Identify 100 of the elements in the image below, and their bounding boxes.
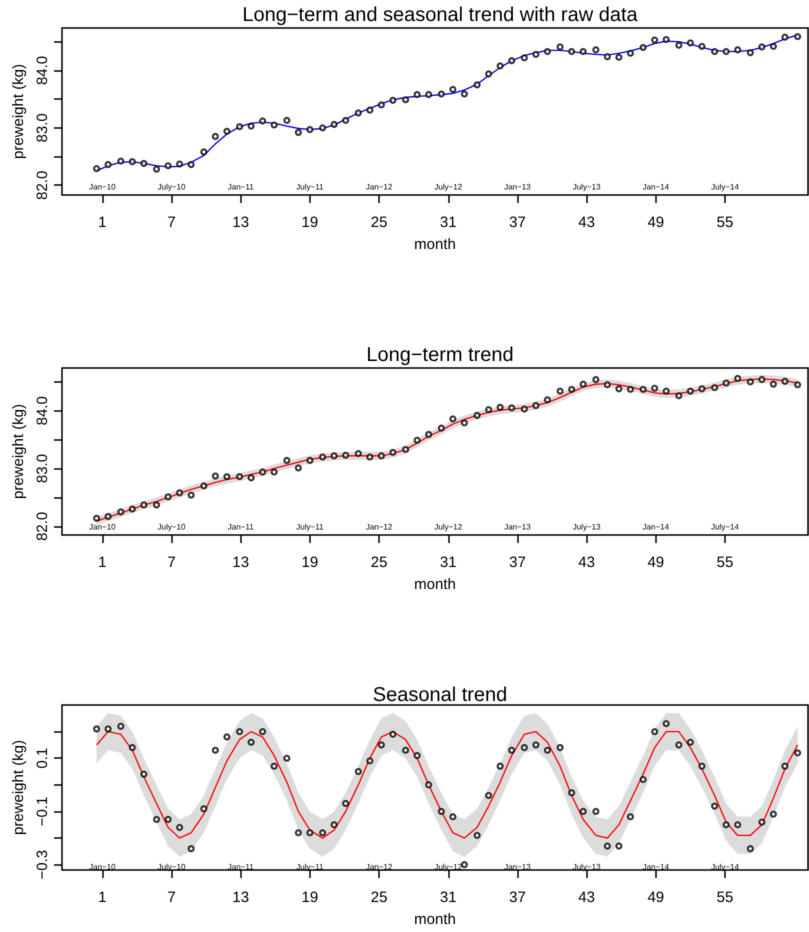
annotation: July−11 (296, 182, 324, 192)
point (698, 385, 706, 392)
annotation: Jan−13 (504, 862, 532, 872)
point (794, 33, 802, 40)
point (330, 120, 338, 128)
point (306, 829, 314, 836)
point (117, 158, 124, 165)
point (675, 741, 682, 748)
point (496, 62, 504, 70)
point (319, 829, 326, 836)
x-tick-label: 37 (509, 889, 526, 906)
point (366, 106, 374, 114)
point (556, 43, 564, 50)
x-tick-label: 13 (232, 889, 250, 906)
point (153, 816, 160, 823)
point (496, 404, 504, 411)
point (414, 91, 421, 98)
point (474, 412, 481, 419)
point (283, 116, 290, 124)
point (508, 404, 516, 412)
x-tick-label: 19 (302, 554, 318, 571)
point (104, 725, 112, 732)
point (758, 376, 766, 384)
point (686, 39, 694, 46)
point (236, 123, 244, 130)
x-tick-label: 13 (232, 554, 250, 571)
y-tick-label: 84.0 (34, 56, 51, 86)
point (128, 506, 136, 512)
point (140, 770, 148, 778)
point (449, 86, 456, 93)
annotation: Jan−11 (228, 182, 254, 192)
point (640, 44, 647, 52)
point (188, 845, 195, 852)
point (544, 48, 551, 56)
point (259, 117, 266, 124)
point (615, 54, 622, 61)
point (781, 34, 788, 41)
y-axis-title: preweight (kg) (10, 740, 27, 836)
x-tick-label: 37 (509, 554, 526, 571)
annotation: Jan−10 (89, 182, 116, 192)
annotation: Jan−10 (89, 862, 116, 872)
chart-title: Seasonal trend (372, 684, 508, 706)
annotation: Jan−12 (366, 182, 393, 192)
point (746, 378, 754, 386)
point (342, 116, 350, 124)
point (389, 730, 396, 738)
point (485, 792, 492, 799)
point (474, 832, 481, 839)
point (414, 752, 421, 760)
point (188, 492, 195, 499)
point (626, 813, 634, 820)
point (104, 161, 112, 168)
point (508, 746, 516, 754)
point (140, 160, 148, 167)
point (294, 464, 302, 472)
point (330, 452, 338, 460)
x-tick-label: 1 (98, 889, 107, 906)
point (770, 380, 777, 388)
point (556, 744, 564, 752)
x-tick-label: 31 (440, 554, 457, 571)
point (568, 48, 576, 56)
annotation: July−14 (711, 862, 740, 872)
point (485, 406, 492, 414)
point (402, 446, 410, 453)
chart-title: Long−term and seasonal trend with raw data (242, 4, 638, 26)
point (402, 96, 410, 104)
point (104, 513, 112, 520)
point (294, 829, 302, 836)
y-tick-label: 83.0 (34, 113, 51, 142)
point (425, 91, 432, 98)
x-tick-label: 55 (716, 889, 734, 906)
point (746, 49, 754, 56)
x-tick-label: 7 (167, 889, 176, 906)
point (306, 126, 314, 134)
point (734, 46, 742, 54)
point (270, 762, 278, 770)
point (248, 474, 255, 482)
point (711, 384, 718, 392)
chart-title: Long−term trend (366, 344, 514, 366)
point (140, 501, 148, 508)
point (460, 90, 468, 98)
point (604, 53, 611, 60)
point (485, 70, 492, 78)
point (342, 800, 350, 807)
y-tick-label: 82.0 (34, 170, 51, 200)
point (294, 128, 302, 136)
point (698, 42, 706, 50)
y-tick-label: 84.0 (34, 396, 51, 426)
y-tick-label: −0.3 (34, 850, 51, 880)
point (604, 381, 611, 388)
point (722, 380, 730, 387)
point (128, 744, 136, 752)
x-tick-label: 19 (302, 214, 318, 231)
point (366, 453, 374, 460)
point (711, 802, 718, 810)
x-tick-label: 7 (167, 214, 176, 231)
point (520, 406, 528, 413)
point (794, 381, 802, 388)
point (354, 768, 362, 776)
point (93, 725, 100, 732)
